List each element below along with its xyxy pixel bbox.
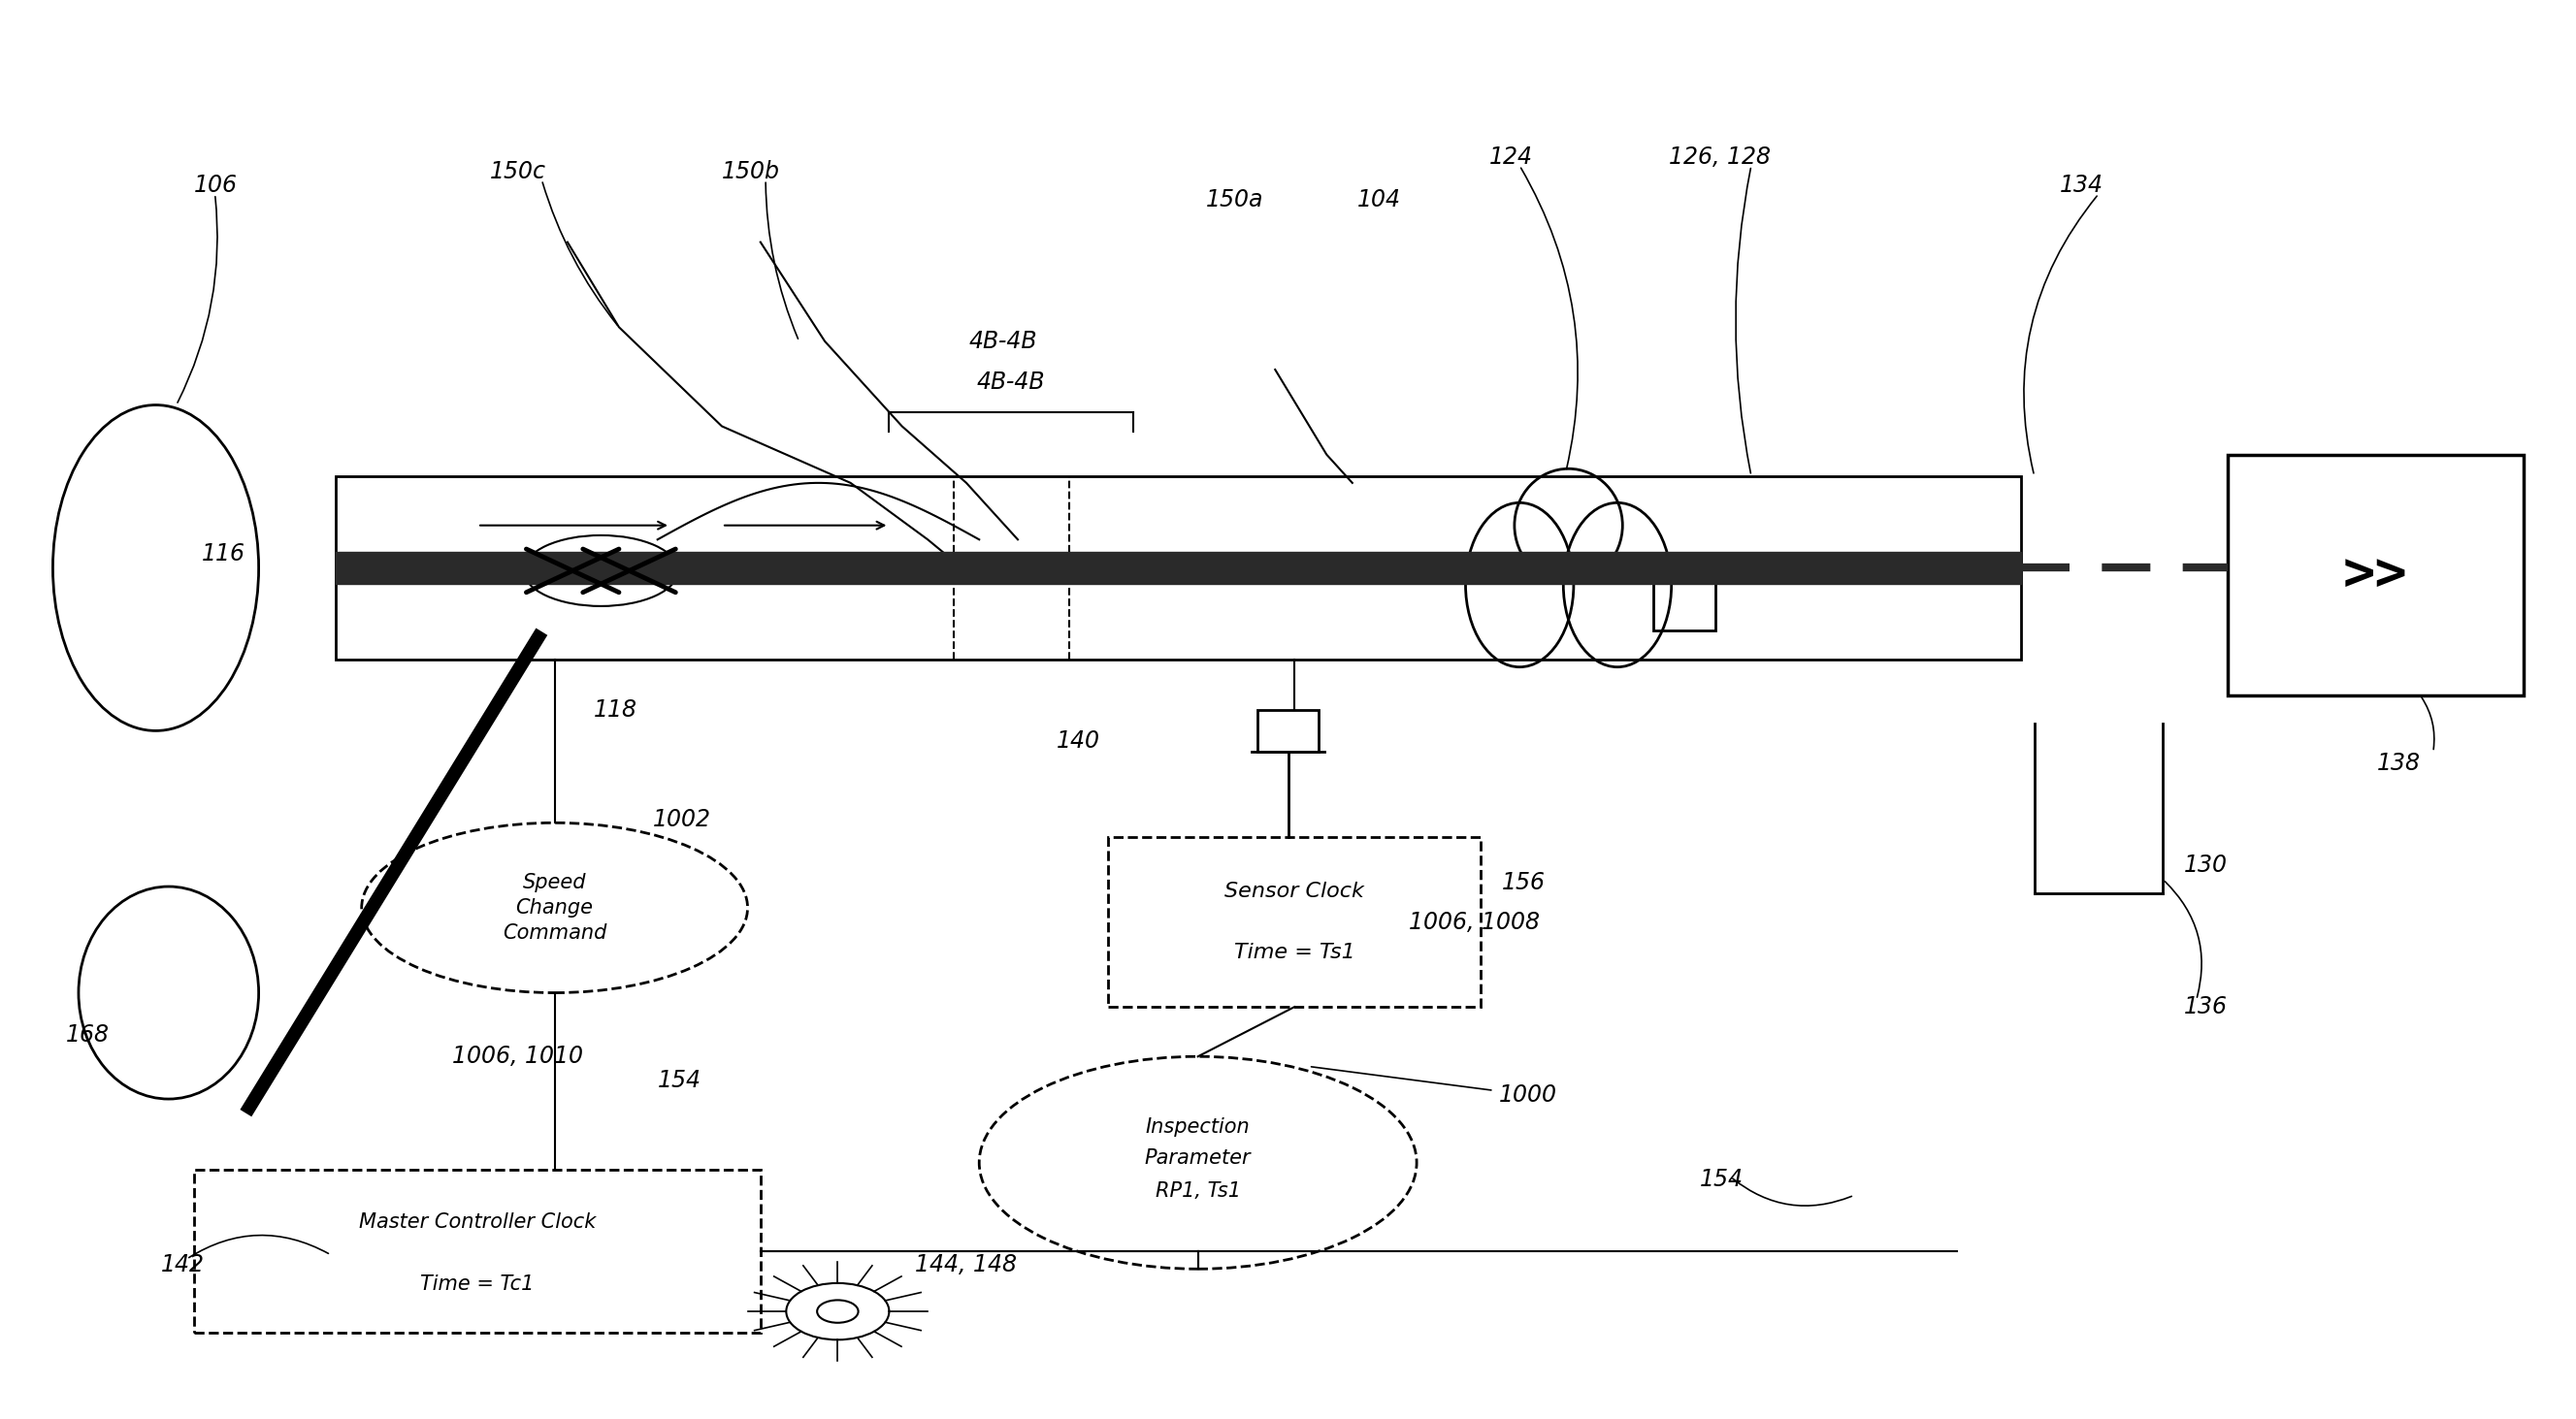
Text: Sensor Clock: Sensor Clock xyxy=(1224,881,1365,901)
Text: 1006, 1008: 1006, 1008 xyxy=(1409,911,1540,934)
Ellipse shape xyxy=(979,1057,1417,1269)
Text: 106: 106 xyxy=(193,175,237,197)
Text: RP1, Ts1: RP1, Ts1 xyxy=(1154,1182,1242,1200)
Text: >>: >> xyxy=(2342,549,2409,600)
Text: Inspection: Inspection xyxy=(1146,1118,1249,1137)
Text: 138: 138 xyxy=(2378,752,2421,775)
Bar xyxy=(1108,837,1481,1007)
Text: 130: 130 xyxy=(2184,854,2228,877)
Text: 126, 128: 126, 128 xyxy=(1669,146,1770,169)
Ellipse shape xyxy=(361,823,747,993)
Text: 118: 118 xyxy=(592,698,636,721)
Text: 150b: 150b xyxy=(721,160,781,183)
Text: 136: 136 xyxy=(2184,995,2228,1019)
Text: 116: 116 xyxy=(201,542,245,565)
Text: 124: 124 xyxy=(1489,146,1533,169)
Text: Parameter: Parameter xyxy=(1144,1149,1252,1168)
Text: 140: 140 xyxy=(1056,729,1100,752)
Text: 1006, 1010: 1006, 1010 xyxy=(451,1044,582,1069)
Text: Command: Command xyxy=(502,924,608,944)
Text: 1002: 1002 xyxy=(652,809,711,832)
Text: 4B-4B: 4B-4B xyxy=(969,329,1038,353)
Text: 168: 168 xyxy=(64,1023,108,1047)
Bar xyxy=(193,1169,760,1332)
Text: 142: 142 xyxy=(160,1253,204,1276)
Text: 104: 104 xyxy=(1358,187,1401,211)
Text: 134: 134 xyxy=(2061,175,2105,197)
Text: 156: 156 xyxy=(1502,871,1546,894)
Text: 4B-4B: 4B-4B xyxy=(976,370,1046,393)
Text: Change: Change xyxy=(515,898,592,918)
Text: 154: 154 xyxy=(1700,1168,1744,1192)
Bar xyxy=(335,475,2022,660)
Text: 144, 148: 144, 148 xyxy=(914,1253,1018,1276)
Bar xyxy=(1257,710,1319,752)
Text: Time = Tc1: Time = Tc1 xyxy=(420,1274,533,1294)
Text: 150c: 150c xyxy=(489,160,546,183)
Bar xyxy=(2228,454,2522,695)
Text: Speed: Speed xyxy=(523,873,587,893)
Text: Time = Ts1: Time = Ts1 xyxy=(1234,942,1355,962)
Text: 154: 154 xyxy=(657,1069,701,1093)
Text: Master Controller Clock: Master Controller Clock xyxy=(358,1212,595,1232)
Bar xyxy=(1654,573,1716,630)
Text: 150a: 150a xyxy=(1206,187,1262,211)
Text: 1000: 1000 xyxy=(1499,1083,1558,1107)
